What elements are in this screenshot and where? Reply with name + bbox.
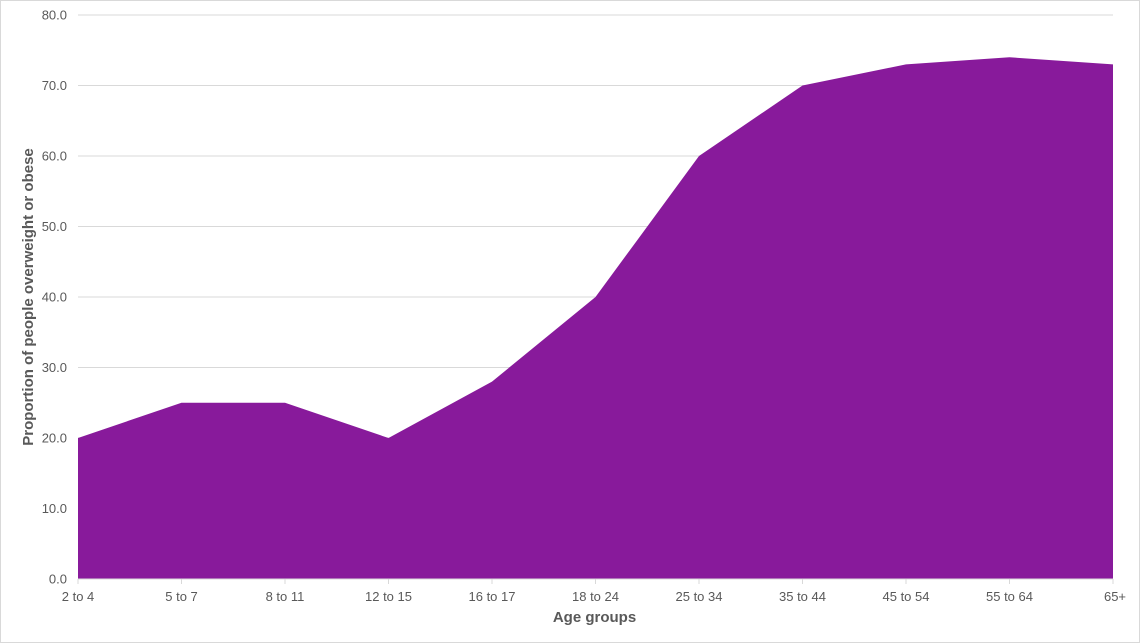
x-tick-label: 25 to 34 (676, 589, 723, 604)
x-tick-label: 12 to 15 (365, 589, 412, 604)
y-tick-label: 70.0 (42, 78, 67, 93)
x-axis-title: Age groups (553, 609, 636, 626)
x-axis-ticks: 2 to 4 5 to 7 8 to 11 12 to 15 16 to 17 18 to… (62, 589, 1126, 604)
y-tick-label: 50.0 (42, 219, 67, 234)
area-series (78, 57, 1113, 580)
y-tick-label: 20.0 (42, 431, 67, 446)
y-tick-label: 40.0 (42, 290, 67, 305)
x-tick-label: 5 to 7 (165, 589, 198, 604)
x-tick-label: 16 to 17 (469, 589, 516, 604)
y-axis-title: Proportion of people overweight or obese (20, 148, 37, 446)
x-tick-label: 2 to 4 (62, 589, 95, 604)
plot-area (78, 57, 1113, 580)
x-tick-label: 8 to 11 (266, 589, 305, 604)
x-tick-label: 45 to 54 (883, 589, 930, 604)
y-tick-label: 10.0 (42, 501, 67, 516)
x-tick-label: 35 to 44 (779, 589, 826, 604)
x-tick-label: 55 to 64 (986, 589, 1033, 604)
x-tick-label: 65+ (1104, 589, 1126, 604)
x-tick-label: 18 to 24 (572, 589, 619, 604)
y-tick-label: 60.0 (42, 149, 67, 164)
y-tick-label: 30.0 (42, 360, 67, 375)
y-tick-label: 0.0 (49, 572, 67, 587)
axes (77, 578, 1114, 584)
y-tick-label: 80.0 (42, 8, 67, 23)
y-axis-ticks: 0.0 10.0 20.0 30.0 40.0 50.0 60.0 70.0 80.0 (42, 8, 67, 587)
